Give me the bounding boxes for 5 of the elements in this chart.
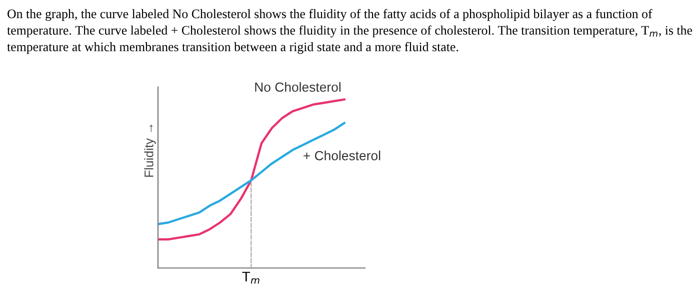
series-label: + Cholesterol (304, 150, 380, 160)
y-axis-title: Fluidity → (144, 124, 156, 177)
chart-title: On the graph, the curve labeled No Cholesterol shows the fluidity of the fatty acids of a phospholipid bilayer as a function of temperature. The curve labeled + Cholesterol shows the fluidity in the presence of cholesterol. The transition temperature, T$_{m}$, is the temperature at which membranes transition between a rigid state and a more fluid state. (7, 9, 692, 54)
series-label: No Cholesterol (255, 82, 340, 92)
annotation: T$_{m}$ (242, 272, 260, 284)
